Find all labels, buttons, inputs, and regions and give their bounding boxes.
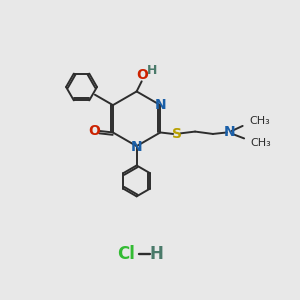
Text: N: N bbox=[155, 98, 167, 112]
Text: CH₃: CH₃ bbox=[249, 116, 270, 126]
Text: O: O bbox=[136, 68, 148, 83]
Text: H: H bbox=[147, 64, 158, 77]
Text: N: N bbox=[224, 125, 235, 140]
Text: Cl: Cl bbox=[117, 245, 135, 263]
Text: N: N bbox=[131, 140, 142, 154]
Text: S: S bbox=[172, 127, 182, 141]
Text: H: H bbox=[150, 245, 164, 263]
Text: CH₃: CH₃ bbox=[251, 138, 272, 148]
Text: O: O bbox=[88, 124, 100, 138]
